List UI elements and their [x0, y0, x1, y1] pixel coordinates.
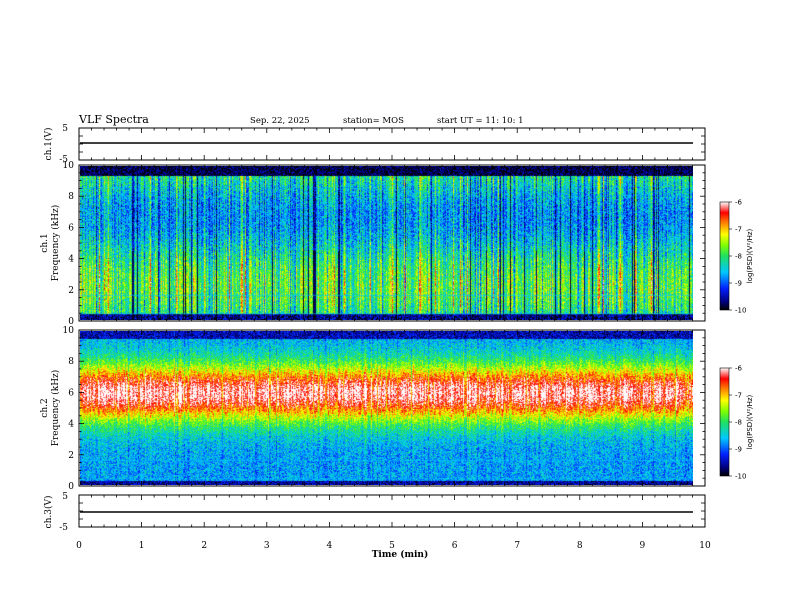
y-tick-label: 2 [68, 451, 74, 461]
colorbar-tick-label: -6 [735, 199, 743, 207]
x-tick-label: 7 [514, 541, 520, 551]
x-tick-label: 1 [139, 541, 145, 551]
y-tick-label: 4 [68, 255, 74, 265]
colorbar-tick-label: -9 [735, 280, 742, 288]
ch2-spectrogram-image [80, 331, 693, 485]
colorbar-tick-label: -7 [735, 226, 742, 234]
y-tick-label: 8 [68, 357, 74, 367]
ch1-colorbar: -6 -7 -8 -9 -10 log(PSD)(V²/Hz) [719, 199, 754, 315]
ch2-spectrogram-ylabel-channel: ch.2 [40, 398, 50, 417]
figure-title: VLF Spectra [78, 113, 149, 126]
ch1-spectrogram-ylabel-freq: Frequency (kHz) [50, 205, 61, 282]
colorbar-tick-label: -10 [735, 307, 746, 315]
x-tick-label: 6 [452, 541, 458, 551]
colorbar-tick-label: -8 [735, 419, 742, 427]
y-tick-label: 2 [68, 286, 74, 296]
station-label: station= MOS [343, 116, 404, 126]
ch2-colorbar-label: log(PSD)(V²/Hz) [746, 394, 754, 449]
y-tick-label: 0 [68, 317, 74, 327]
colorbar-tick-label: -6 [735, 365, 743, 373]
ch1-spectrogram-panel: 0 2 4 6 8 10 ch.1 Frequency (kHz) -6 -7 -8 -9 -10… [40, 161, 754, 327]
y-tick-label: 6 [68, 223, 74, 233]
ch1-waveform-panel: 5 -5 ch.1(V) [43, 124, 706, 165]
y-tick-label: 8 [68, 192, 74, 202]
start-time-label: start UT = 11: 10: 1 [437, 116, 524, 126]
colorbar-tick-label: -9 [735, 446, 742, 454]
ch3-waveform-panel: 5 -5 ch.3(V) [43, 492, 706, 533]
ch2-spectrogram-ylabel-freq: Frequency (kHz) [50, 370, 61, 447]
ch1-spectrogram-ylabel-channel: ch.1 [40, 233, 50, 252]
y-tick-label: 0 [68, 482, 74, 492]
ch2-colorbar: -6 -7 -8 -9 -10 log(PSD)(V²/Hz) [719, 365, 754, 481]
y-tick-label: 10 [63, 326, 75, 336]
ch3-ytick-top: 5 [62, 492, 68, 502]
ch1-ytick-top: 5 [62, 124, 68, 134]
x-tick-label: 0 [76, 541, 82, 551]
date-label: Sep. 22, 2025 [250, 116, 310, 126]
ch1-ytick-bottom: -5 [59, 155, 68, 165]
x-tick-label: 9 [640, 541, 646, 551]
ch1-spectrogram-image [80, 166, 693, 320]
colorbar-tick-label: -7 [735, 392, 742, 400]
ch1-waveform-ylabel: ch.1(V) [43, 128, 54, 161]
y-tick-label: 6 [68, 388, 74, 398]
y-tick-label: 10 [63, 161, 75, 171]
x-tick-label: 8 [577, 541, 583, 551]
x-axis: 0 1 2 3 4 5 6 7 8 9 10 [76, 541, 711, 551]
x-tick-label: 3 [264, 541, 270, 551]
x-tick-label: 5 [389, 541, 395, 551]
ch2-spectrogram-panel: 0 2 4 6 8 10 ch.2 Frequency (kHz) -6 -7 -8 -9 -10… [40, 326, 754, 492]
ch1-colorbar-label: log(PSD)(V²/Hz) [746, 228, 754, 283]
ch3-ytick-bottom: -5 [59, 523, 68, 533]
colorbar-tick-label: -8 [735, 253, 742, 261]
y-tick-label: 4 [68, 420, 74, 430]
ch3-waveform-ylabel: ch.3(V) [43, 496, 54, 529]
x-tick-label: 2 [201, 541, 207, 551]
x-axis-label: Time (min) [372, 549, 429, 560]
x-tick-label: 4 [327, 541, 333, 551]
x-tick-label: 10 [699, 541, 711, 551]
colorbar-tick-label: -10 [735, 473, 746, 481]
